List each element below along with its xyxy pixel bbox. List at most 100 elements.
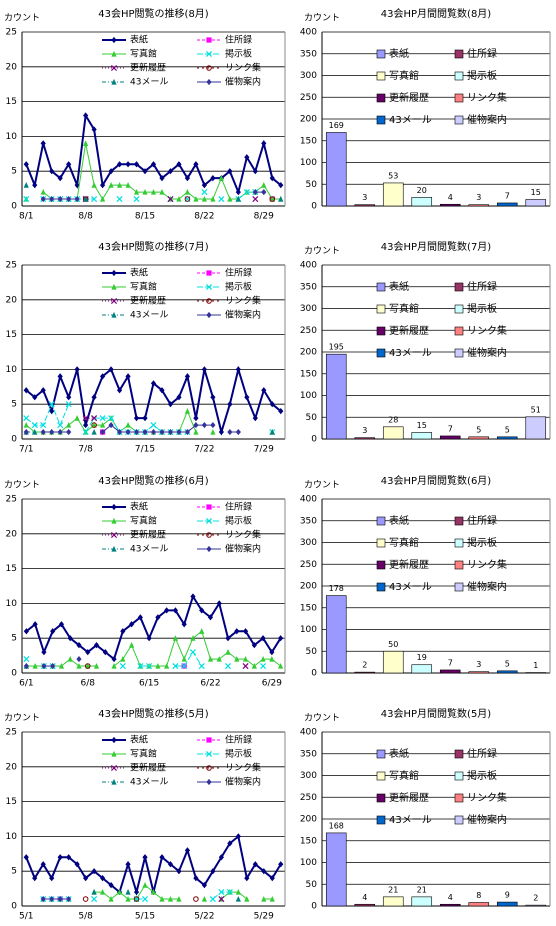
legend-label: 表紙 bbox=[130, 734, 148, 746]
marker bbox=[146, 635, 152, 642]
x-tick-label: 6/1 bbox=[19, 679, 33, 689]
legend-label: 掲示板 bbox=[225, 515, 252, 527]
y-tick-label: 350 bbox=[300, 749, 317, 759]
marker bbox=[49, 428, 55, 436]
marker bbox=[76, 662, 82, 669]
bar bbox=[468, 204, 490, 207]
y-tick-label: 10 bbox=[6, 365, 18, 375]
marker bbox=[164, 662, 170, 669]
marker bbox=[32, 662, 38, 669]
marker bbox=[110, 297, 118, 305]
marker bbox=[91, 888, 97, 895]
marker bbox=[40, 195, 46, 203]
marker bbox=[146, 663, 153, 670]
marker bbox=[49, 195, 55, 203]
marker bbox=[119, 663, 126, 670]
legend-label: 表紙 bbox=[130, 267, 148, 279]
marker bbox=[91, 182, 97, 188]
marker bbox=[23, 196, 30, 203]
series-line bbox=[25, 112, 282, 196]
marker bbox=[278, 182, 284, 189]
marker bbox=[190, 635, 196, 641]
bar bbox=[468, 671, 490, 674]
chart-title: 43会HP月間閲覧数(6月) bbox=[381, 474, 492, 487]
marker bbox=[227, 401, 233, 408]
marker bbox=[251, 662, 257, 669]
marker bbox=[206, 37, 212, 43]
chart-title: 43会HP閲覧の推移(8月) bbox=[98, 7, 209, 20]
x-tick-label: 7/8 bbox=[78, 445, 93, 455]
y-tick-label: 5 bbox=[11, 867, 17, 877]
marker bbox=[82, 429, 89, 436]
bar bbox=[496, 202, 518, 207]
marker bbox=[83, 875, 89, 882]
marker bbox=[224, 663, 232, 670]
data-label: 3 bbox=[362, 426, 367, 435]
marker bbox=[234, 655, 240, 662]
marker bbox=[142, 168, 148, 175]
marker bbox=[76, 655, 82, 663]
bar bbox=[411, 432, 433, 440]
data-label: 2 bbox=[533, 894, 538, 903]
marker bbox=[278, 195, 284, 202]
bar bbox=[354, 903, 376, 907]
legend-swatch bbox=[454, 49, 464, 59]
marker bbox=[141, 896, 149, 903]
marker bbox=[133, 896, 140, 902]
marker bbox=[218, 889, 225, 896]
marker bbox=[85, 649, 91, 656]
marker bbox=[116, 182, 123, 188]
y-tick-label: 300 bbox=[300, 771, 317, 781]
marker bbox=[181, 655, 187, 662]
marker bbox=[66, 428, 72, 436]
legend-label: リンク集 bbox=[467, 558, 507, 571]
marker bbox=[206, 778, 212, 786]
marker bbox=[235, 888, 241, 895]
legend-label: リンク集 bbox=[225, 529, 261, 541]
marker bbox=[23, 421, 29, 428]
legend-label: 表紙 bbox=[130, 34, 148, 46]
marker bbox=[210, 421, 216, 429]
chart-title: 43会HP閲覧の推移(6月) bbox=[98, 474, 209, 487]
marker bbox=[181, 663, 188, 670]
marker bbox=[41, 662, 47, 670]
y-tick-label: 50 bbox=[306, 880, 318, 890]
marker bbox=[99, 415, 106, 422]
marker bbox=[201, 189, 208, 196]
marker bbox=[49, 408, 55, 415]
marker bbox=[269, 655, 275, 662]
legend-label: 43メール bbox=[130, 78, 168, 88]
marker bbox=[176, 895, 182, 902]
marker bbox=[207, 655, 214, 662]
legend-label: 43メール bbox=[389, 815, 432, 826]
bar bbox=[382, 182, 404, 207]
marker bbox=[66, 394, 72, 401]
legend-label: リンク集 bbox=[225, 295, 261, 307]
x-tick-label: 6/15 bbox=[139, 679, 159, 689]
marker bbox=[111, 736, 117, 744]
marker bbox=[142, 415, 148, 422]
data-label: 50 bbox=[388, 640, 398, 649]
data-label: 15 bbox=[531, 188, 541, 197]
y-tick-label: 400 bbox=[300, 728, 317, 738]
data-label: 9 bbox=[505, 891, 510, 900]
marker bbox=[40, 428, 46, 436]
marker bbox=[40, 422, 47, 429]
bar bbox=[439, 903, 461, 907]
legend-swatch bbox=[454, 815, 464, 825]
y-tick-label: 5 bbox=[11, 167, 17, 177]
marker bbox=[206, 545, 212, 553]
marker bbox=[111, 517, 117, 524]
series-line bbox=[25, 834, 282, 896]
marker bbox=[91, 868, 97, 875]
bar bbox=[354, 204, 376, 207]
marker bbox=[111, 655, 117, 663]
marker bbox=[235, 428, 241, 436]
marker bbox=[210, 428, 216, 435]
marker bbox=[205, 283, 213, 291]
y-tick-label: 15 bbox=[6, 97, 17, 107]
marker bbox=[218, 175, 224, 181]
legend-label: 写真館 bbox=[389, 69, 419, 82]
marker bbox=[193, 875, 199, 882]
bar bbox=[439, 669, 461, 674]
